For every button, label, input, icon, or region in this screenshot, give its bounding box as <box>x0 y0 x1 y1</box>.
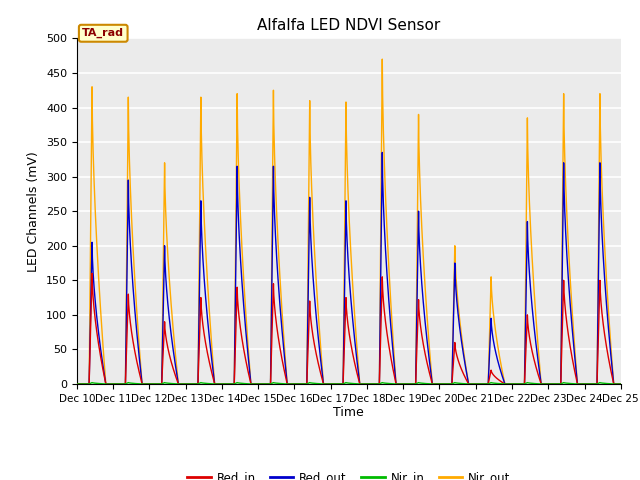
Y-axis label: LED Channels (mV): LED Channels (mV) <box>28 151 40 272</box>
Title: Alfalfa LED NDVI Sensor: Alfalfa LED NDVI Sensor <box>257 18 440 33</box>
Legend: Red_in, Red_out, Nir_in, Nir_out: Red_in, Red_out, Nir_in, Nir_out <box>182 466 515 480</box>
Text: TA_rad: TA_rad <box>82 28 124 38</box>
X-axis label: Time: Time <box>333 407 364 420</box>
